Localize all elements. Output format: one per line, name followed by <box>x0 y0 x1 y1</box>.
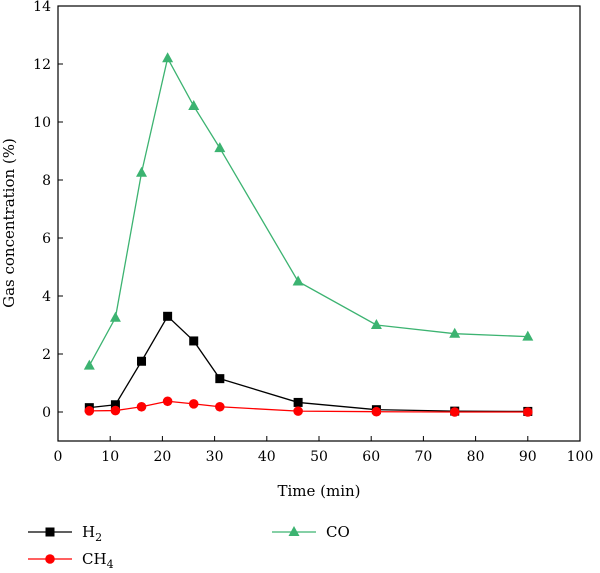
y-tick-label: 10 <box>33 115 51 131</box>
y-tick-label: 12 <box>33 57 51 73</box>
legend-item-ch4: CH4 <box>28 550 114 571</box>
x-tick-label: 20 <box>153 449 171 465</box>
data-point-h2 <box>137 356 147 366</box>
data-point-ch4 <box>215 401 225 412</box>
x-tick-label: 60 <box>362 449 380 465</box>
axis-ticks: 0 10 20 30 40 50 60 70 80 90 100 0 2 4 6 8 10 12 14 <box>33 0 593 465</box>
data-point-co <box>83 359 95 370</box>
data-point-co <box>136 166 148 177</box>
series-line-co <box>88 56 528 366</box>
data-point-h2 <box>293 397 303 407</box>
legend-marker <box>288 526 300 536</box>
legend-marker <box>45 554 55 564</box>
data-point-co <box>292 275 304 286</box>
legend-item-h2: H2 <box>28 523 102 544</box>
data-point-ch4 <box>293 406 303 416</box>
legend: H2 CH4 CO <box>28 523 350 571</box>
x-tick-label: 30 <box>206 449 224 465</box>
series-h2 <box>84 311 533 416</box>
x-tick-label: 50 <box>310 449 328 465</box>
x-tick-label: 100 <box>567 449 594 465</box>
x-axis-title: Time (min) <box>277 482 360 500</box>
y-axis-title: Gas concentration (%) <box>0 138 18 308</box>
data-point-ch4 <box>162 396 173 407</box>
y-tick-label: 6 <box>42 231 51 247</box>
data-point-co <box>449 327 461 338</box>
legend-label: CH4 <box>82 550 114 571</box>
y-tick-label: 4 <box>42 289 51 305</box>
data-point-ch4 <box>110 405 121 416</box>
data-point-ch4 <box>523 407 533 417</box>
legend-marker <box>45 527 55 537</box>
series-line-ch4 <box>89 400 528 413</box>
x-tick-label: 70 <box>414 449 432 465</box>
data-point-h2 <box>189 336 199 346</box>
series-ch4 <box>84 396 533 417</box>
y-tick-label: 14 <box>33 0 51 15</box>
x-tick-label: 0 <box>54 449 63 465</box>
data-point-h2 <box>110 400 120 410</box>
data-point-ch4 <box>84 406 95 416</box>
y-tick-label: 2 <box>42 347 51 363</box>
data-point-ch4 <box>449 407 460 417</box>
data-point-h2 <box>215 374 225 384</box>
data-point-co <box>109 311 121 322</box>
x-tick-label: 40 <box>258 449 276 465</box>
data-point-co <box>370 319 382 329</box>
data-point-co <box>214 142 226 153</box>
data-point-co <box>162 52 174 63</box>
plot-frame <box>57 5 581 442</box>
data-point-ch4 <box>136 401 147 412</box>
legend-item-co: CO <box>272 523 350 541</box>
y-tick-label: 0 <box>42 405 51 421</box>
x-tick-label: 80 <box>467 449 485 465</box>
x-tick-label: 10 <box>101 449 119 465</box>
data-point-co <box>522 330 534 341</box>
series-co <box>83 52 534 370</box>
x-tick-label: 90 <box>519 449 537 465</box>
series-line-h2 <box>89 315 528 413</box>
data-point-ch4 <box>371 406 382 417</box>
legend-label: H2 <box>82 523 102 544</box>
legend-label: CO <box>326 523 350 541</box>
series-layer <box>83 52 534 417</box>
y-tick-label: 8 <box>42 173 51 189</box>
data-point-ch4 <box>188 399 199 409</box>
data-point-co <box>188 100 200 111</box>
data-point-h2 <box>163 311 173 321</box>
